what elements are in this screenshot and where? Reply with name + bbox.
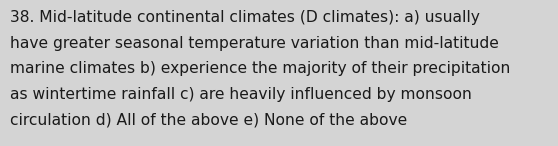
Text: as wintertime rainfall c) are heavily influenced by monsoon: as wintertime rainfall c) are heavily in… <box>10 87 472 102</box>
Text: circulation d) All of the above e) None of the above: circulation d) All of the above e) None … <box>10 112 407 127</box>
Text: have greater seasonal temperature variation than mid-latitude: have greater seasonal temperature variat… <box>10 36 499 51</box>
Text: 38. Mid-latitude continental climates (D climates): a) usually: 38. Mid-latitude continental climates (D… <box>10 10 480 25</box>
Text: marine climates b) experience the majority of their precipitation: marine climates b) experience the majori… <box>10 61 511 76</box>
